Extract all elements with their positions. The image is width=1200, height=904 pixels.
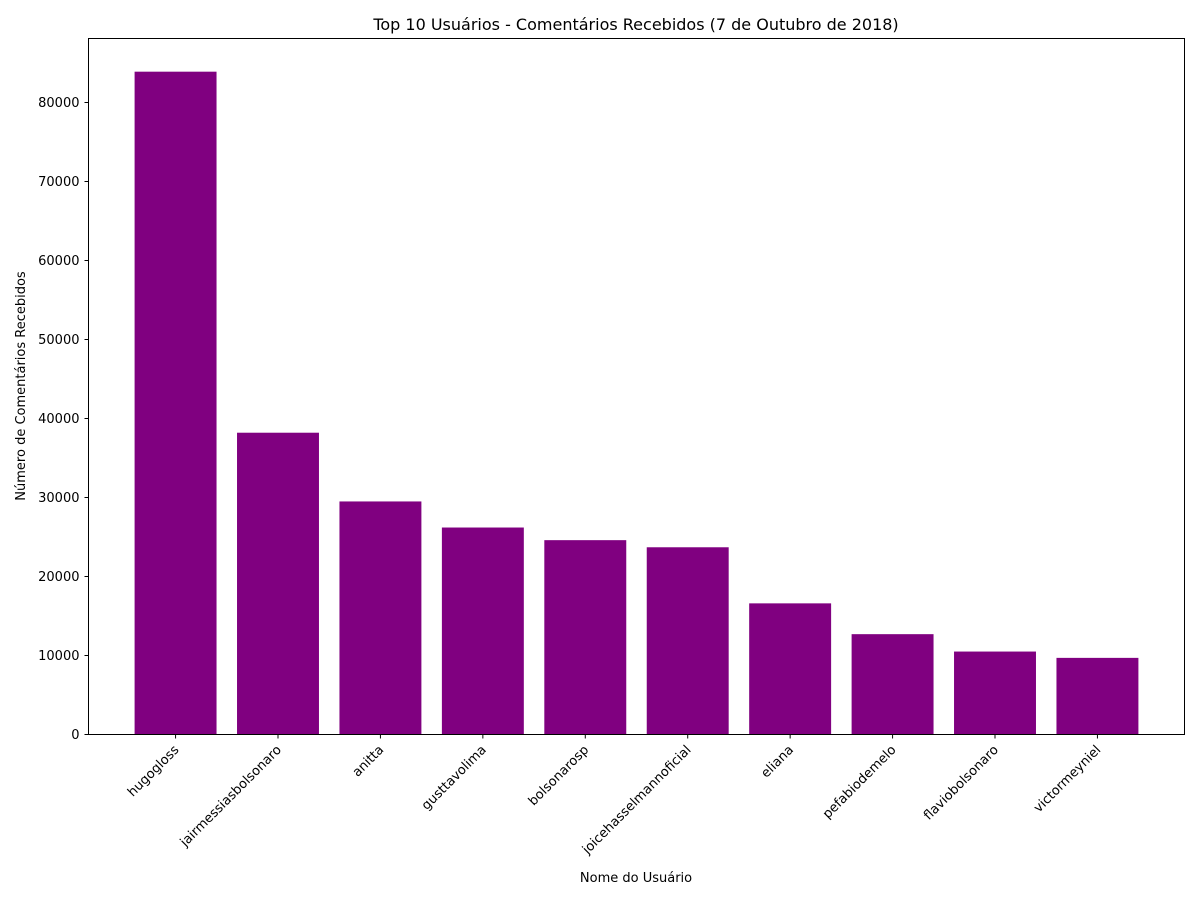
x-axis-label: Nome do Usuário <box>580 871 692 886</box>
x-tick-label: anitta <box>350 743 387 780</box>
y-tick-label: 30000 <box>38 491 79 506</box>
bar-gusttavolima <box>441 527 524 735</box>
x-tick-label: victormeyniel <box>1031 743 1104 816</box>
y-tick-label: 80000 <box>38 96 79 111</box>
x-tick-label: hugogloss <box>125 743 182 800</box>
bar-jairmessiasbolsonaro <box>237 432 319 735</box>
chart-title: Top 10 Usuários - Comentários Recebidos … <box>372 15 898 34</box>
bar-flaviobolsonaro <box>954 651 1036 735</box>
bar-eliana <box>749 603 832 735</box>
bars-group <box>134 71 1139 735</box>
y-tick-label: 60000 <box>38 254 79 269</box>
x-tick-label: bolsonarosp <box>526 743 592 809</box>
plot-frame <box>88 38 1185 735</box>
x-tick-label: pefabiodemelo <box>820 743 899 822</box>
y-tick-label: 50000 <box>38 333 79 348</box>
bar-pefabiodemelo <box>851 634 934 735</box>
x-tick-label: gusttavolima <box>419 743 490 814</box>
x-tick-label: jairmessiasbolsonaro <box>177 743 285 851</box>
y-axis-label: Número de Comentários Recebidos <box>14 271 29 501</box>
bar-joicehasselmannoficial <box>646 547 729 735</box>
x-tick-label: flaviobolsonaro <box>921 743 1002 824</box>
x-tick-label: joicehasselmannoficial <box>579 743 694 858</box>
bar-victormeyniel <box>1056 657 1139 735</box>
x-tick-label: eliana <box>759 743 797 781</box>
y-tick-label: 70000 <box>38 175 79 190</box>
y-axis-ticks: 0 10000 20000 30000 40000 50000 60000 70000 8000… <box>38 96 89 743</box>
bar-bolsonarosp <box>544 540 627 735</box>
bar-anitta <box>339 501 422 735</box>
bar-hugogloss <box>134 71 217 735</box>
y-tick-label: 20000 <box>38 570 79 585</box>
y-tick-label: 40000 <box>38 412 79 427</box>
y-tick-label: 10000 <box>38 649 79 664</box>
y-tick-label: 0 <box>71 728 79 743</box>
